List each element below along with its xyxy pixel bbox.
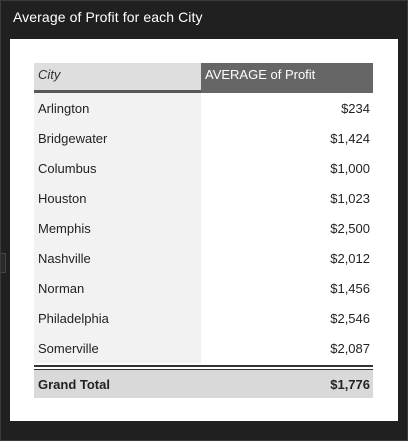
city-cell: Philadelphia [34, 303, 201, 333]
city-cell: Houston [34, 183, 201, 213]
city-cell: Norman [34, 273, 201, 303]
profit-cell: $1,000 [201, 153, 373, 183]
table-row: Memphis $2,500 [34, 213, 373, 243]
city-cell: Columbus [34, 153, 201, 183]
city-cell: Arlington [34, 93, 201, 123]
table-row: Norman $1,456 [34, 273, 373, 303]
table-row: Bridgewater $1,424 [34, 123, 373, 153]
resize-handle[interactable] [1, 253, 6, 273]
profit-cell: $2,546 [201, 303, 373, 333]
profit-cell: $2,500 [201, 213, 373, 243]
table-row: Arlington $234 [34, 93, 373, 123]
column-header-city[interactable]: City [34, 63, 201, 93]
grand-total-label: Grand Total [38, 376, 110, 392]
profit-cell: $2,012 [201, 243, 373, 273]
profit-cell: $1,424 [201, 123, 373, 153]
city-cell: Somerville [34, 333, 201, 363]
total-divider [34, 365, 373, 370]
profit-cell: $2,087 [201, 333, 373, 363]
table-body: Arlington $234 Bridgewater $1,424 Columb… [34, 93, 373, 363]
table-row: Columbus $1,000 [34, 153, 373, 183]
table-row: Nashville $2,012 [34, 243, 373, 273]
column-header-average-profit[interactable]: AVERAGE of Profit [201, 63, 373, 93]
city-cell: Memphis [34, 213, 201, 243]
city-cell: Nashville [34, 243, 201, 273]
table-header-row: City AVERAGE of Profit [34, 63, 373, 93]
table-card: City AVERAGE of Profit Arlington $234 Br… [10, 39, 398, 421]
table-row: Philadelphia $2,546 [34, 303, 373, 333]
profit-cell: $1,456 [201, 273, 373, 303]
grand-total-row: Grand Total $1,776 [34, 370, 373, 398]
table-row: Somerville $2,087 [34, 333, 373, 363]
grand-total-value: $1,776 [330, 376, 370, 392]
widget-title: Average of Profit for each City [13, 9, 203, 25]
city-cell: Bridgewater [34, 123, 201, 153]
table-row: Houston $1,023 [34, 183, 373, 213]
profit-cell: $1,023 [201, 183, 373, 213]
profit-cell: $234 [201, 93, 373, 123]
pivot-table: City AVERAGE of Profit Arlington $234 Br… [34, 63, 373, 398]
